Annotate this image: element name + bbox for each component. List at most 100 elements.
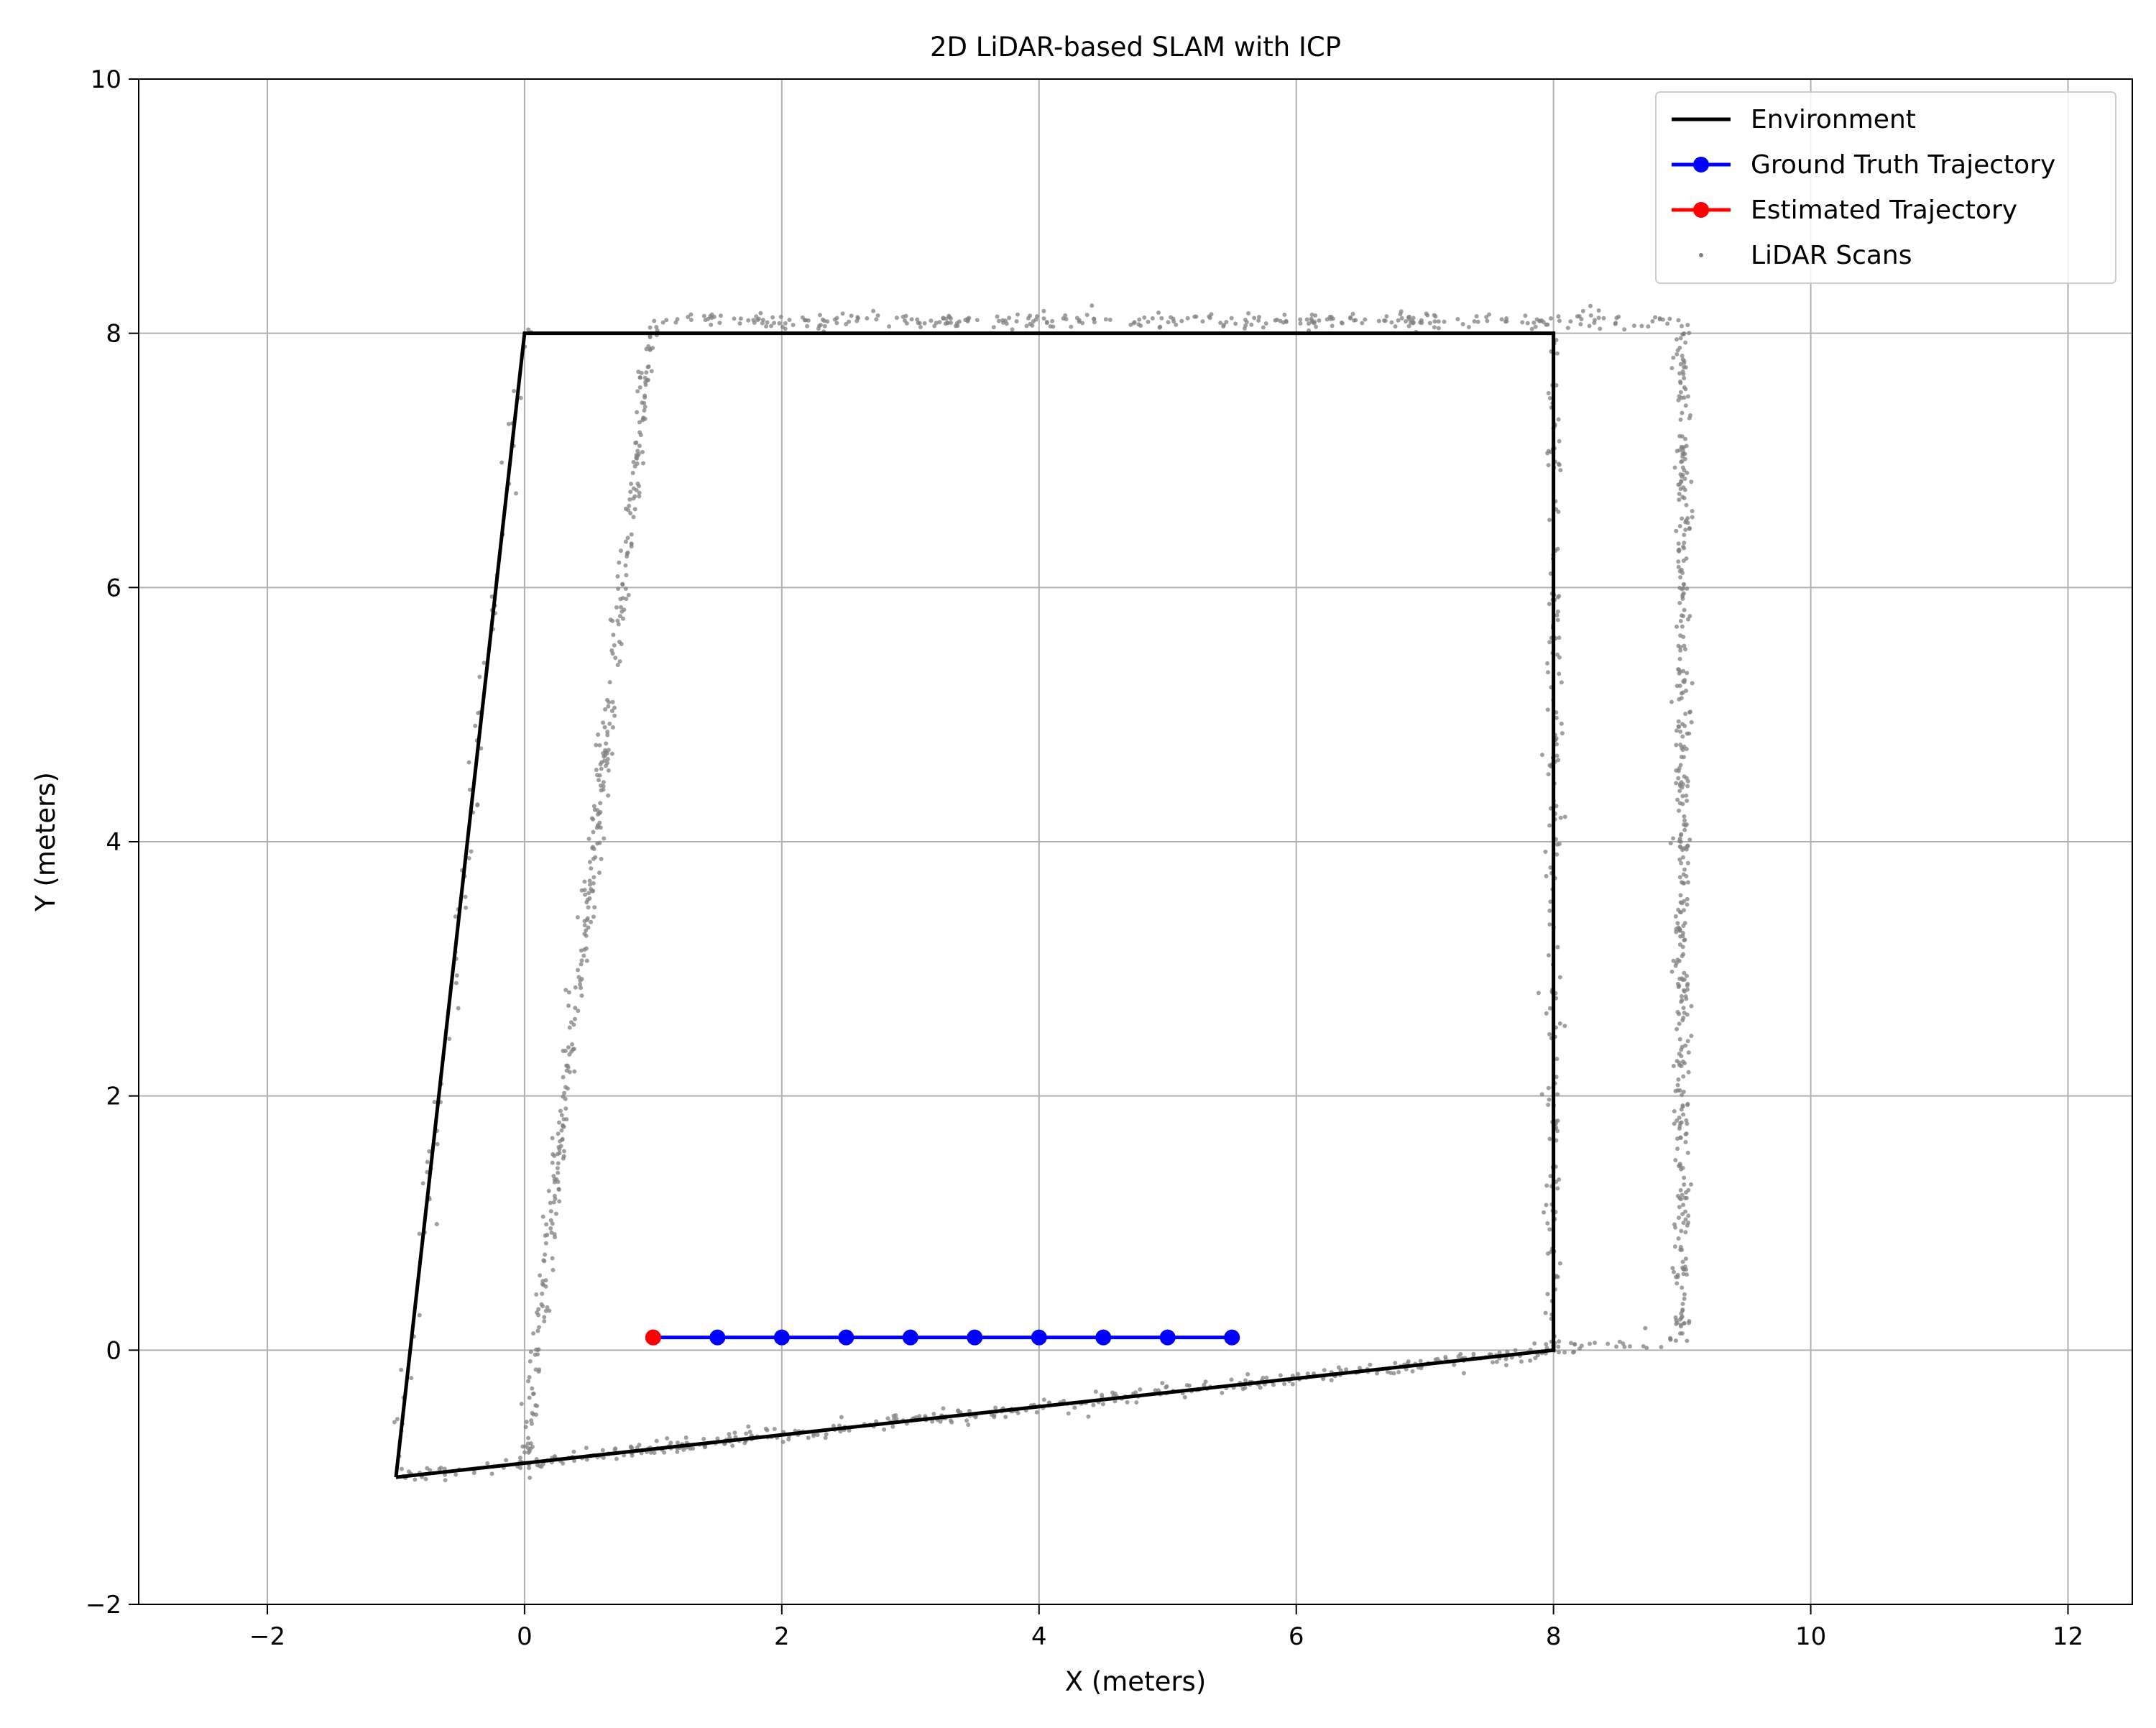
- lidar-scan-point: [1202, 1382, 1207, 1387]
- lidar-scan-point: [628, 490, 633, 495]
- lidar-scan-point: [1680, 934, 1685, 939]
- lidar-scan-point: [1678, 648, 1683, 653]
- lidar-scan-point: [1677, 371, 1682, 376]
- lidar-scan-point: [1681, 1089, 1686, 1094]
- lidar-scan-point: [746, 318, 751, 323]
- lidar-scan-point: [760, 318, 765, 323]
- lidar-scan-point: [617, 614, 622, 619]
- lidar-scan-point: [607, 700, 612, 705]
- lidar-scan-point: [1687, 415, 1692, 420]
- lidar-scan-point: [556, 1170, 561, 1175]
- lidar-scan-point: [648, 334, 653, 339]
- lidar-scan-point: [865, 316, 870, 321]
- lidar-scan-point: [1685, 1103, 1690, 1108]
- lidar-scan-point: [909, 317, 914, 322]
- lidar-scan-point: [1557, 1261, 1562, 1266]
- lidar-scan-point: [1086, 1414, 1091, 1419]
- lidar-scan-point: [1546, 952, 1551, 957]
- lidar-scan-point: [631, 515, 636, 520]
- lidar-scan-point: [664, 318, 669, 323]
- lidar-scan-point: [1682, 1182, 1687, 1187]
- lidar-scan-point: [578, 982, 583, 987]
- lidar-scan-point: [1543, 849, 1548, 854]
- lidar-scan-point: [581, 953, 586, 958]
- lidar-scan-point: [1683, 387, 1688, 392]
- lidar-scan-point: [1218, 321, 1223, 326]
- lidar-scan-point: [1536, 991, 1541, 996]
- lidar-scan-point: [1545, 707, 1550, 712]
- lidar-scan-point: [937, 320, 942, 325]
- lidar-scan-point: [1683, 712, 1688, 717]
- x-tick-label: 2: [774, 1622, 790, 1651]
- lidar-scan-point: [1474, 314, 1479, 319]
- lidar-scan-point: [557, 1120, 562, 1125]
- lidar-scan-point: [1672, 1244, 1677, 1249]
- lidar-scan-point: [453, 980, 459, 985]
- lidar-scan-point: [1041, 308, 1046, 313]
- lidar-scan-point: [893, 1412, 898, 1417]
- lidar-scan-point: [1411, 320, 1416, 325]
- lidar-scan-point: [718, 313, 723, 318]
- lidar-scan-point: [732, 1430, 737, 1435]
- lidar-scan-point: [1676, 541, 1681, 546]
- lidar-scan-point: [1627, 1343, 1632, 1348]
- lidar-scan-point: [473, 723, 478, 728]
- lidar-scan-point: [1396, 318, 1401, 323]
- lidar-scan-point: [1676, 1077, 1681, 1082]
- lidar-scan-point: [413, 1477, 418, 1482]
- lidar-scan-point: [1264, 1375, 1269, 1380]
- lidar-scan-point: [1243, 323, 1248, 328]
- lidar-scan-point: [1229, 316, 1234, 321]
- lidar-scan-point: [945, 321, 950, 326]
- lidar-scan-point: [1675, 1009, 1680, 1014]
- ground-truth-trajectory-marker: [1159, 1329, 1176, 1346]
- lidar-scan-point: [1684, 1267, 1689, 1272]
- lidar-scan-point: [552, 1180, 557, 1185]
- lidar-scan-point: [1156, 310, 1161, 315]
- lidar-scan-point: [1298, 317, 1303, 322]
- lidar-scan-point: [1406, 323, 1411, 328]
- lidar-scan-point: [1653, 315, 1658, 320]
- plot-area: [392, 303, 1695, 1483]
- lidar-scan-point: [1282, 312, 1287, 317]
- lidar-scan-point: [1682, 1011, 1687, 1016]
- lidar-scan-point: [1676, 1236, 1681, 1241]
- lidar-scan-point: [1680, 1060, 1685, 1065]
- lidar-scan-point: [567, 1070, 572, 1075]
- lidar-scan-point: [1679, 1228, 1684, 1233]
- lidar-scan-point: [1391, 1371, 1396, 1376]
- lidar-scan-point: [1596, 316, 1601, 321]
- lidar-scan-point: [1679, 755, 1684, 760]
- lidar-scan-point: [875, 313, 880, 318]
- lidar-scan-point: [1330, 323, 1335, 328]
- lidar-scan-point: [1679, 999, 1684, 1004]
- lidar-scan-point: [1555, 609, 1560, 614]
- lidar-scan-point: [668, 1440, 673, 1446]
- lidar-scan-point: [1580, 308, 1585, 313]
- lidar-scan-point: [683, 1435, 688, 1440]
- lidar-scan-point: [567, 1025, 572, 1030]
- lidar-scan-point: [1588, 313, 1593, 318]
- lidar-scan-point: [1682, 541, 1687, 546]
- lidar-scan-point: [1406, 315, 1411, 320]
- x-tick-label: 0: [517, 1622, 533, 1651]
- lidar-scan-point: [1547, 909, 1552, 914]
- lidar-scan-point: [602, 758, 607, 763]
- lidar-scan-point: [806, 1435, 811, 1440]
- lidar-scan-point: [1275, 317, 1280, 322]
- lidar-scan-point: [1466, 325, 1471, 330]
- lidar-scan-point: [1673, 1158, 1678, 1163]
- lidar-scan-point: [526, 1379, 531, 1384]
- lidar-scan-point: [1034, 1410, 1039, 1415]
- lidar-scan-point: [1184, 1383, 1189, 1388]
- lidar-scan-point: [1003, 318, 1008, 323]
- lidar-scan-point: [563, 1106, 568, 1111]
- lidar-scan-point: [417, 1313, 422, 1318]
- lidar-scan-point: [805, 323, 810, 328]
- lidar-scan-point: [1677, 1060, 1682, 1065]
- lidar-scan-point: [1680, 1308, 1685, 1313]
- lidar-scan-point: [1682, 1296, 1687, 1301]
- lidar-scan-point: [751, 318, 756, 323]
- lidar-scan-point: [623, 563, 628, 568]
